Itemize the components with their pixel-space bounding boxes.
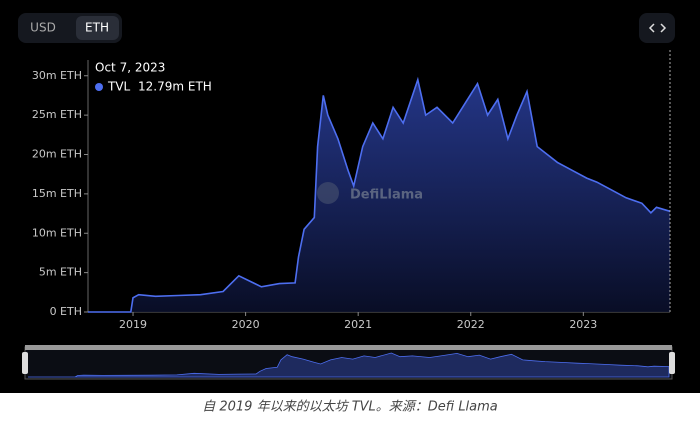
navigator-series: [28, 352, 670, 378]
y-tick-label: 30m ETH: [32, 69, 82, 82]
navigator-bar[interactable]: [25, 345, 672, 350]
y-tick-label: 25m ETH: [32, 108, 82, 121]
watermark-logo: [317, 182, 339, 204]
line: [88, 76, 671, 313]
y-tick-label: 0 ETH: [50, 305, 82, 318]
y-tick-label: 15m ETH: [32, 187, 82, 200]
tooltip-value: 12.79m ETH: [138, 80, 212, 94]
x-tick-label: 2021: [344, 318, 372, 331]
navigator-handle[interactable]: [669, 352, 675, 374]
toggle-active: [76, 16, 119, 40]
tooltip-date: Oct 7, 2023: [95, 61, 165, 75]
x-tick-label: 2023: [569, 318, 597, 331]
navigator-area: [28, 352, 670, 378]
x-tick-label: 2019: [119, 318, 147, 331]
y-tick-label: 20m ETH: [32, 148, 82, 161]
embed-button[interactable]: [639, 13, 675, 43]
caption: 自 2019 年以来的以太坊 TVL。来源：Defi Llama: [202, 400, 498, 415]
x-tick-label: 2020: [232, 318, 260, 331]
tooltip-dot: [95, 83, 103, 91]
navigator-handle[interactable]: [22, 352, 28, 374]
x-tick-label: 2022: [457, 318, 485, 331]
y-tick-label: 5m ETH: [39, 266, 82, 279]
watermark: DefiLlama: [350, 188, 423, 203]
y-tick-label: 10m ETH: [32, 226, 82, 239]
plot: 0 ETH 5m ETH 10m ETH 15m ETH 20m ETH 25m ETH 3…: [32, 50, 671, 331]
toggle-usd[interactable]: USD: [30, 21, 56, 35]
area: [88, 79, 670, 312]
embed-icon: [648, 23, 667, 33]
tooltip-series: TVL: [107, 80, 131, 94]
toggle-eth[interactable]: ETH: [85, 21, 109, 35]
